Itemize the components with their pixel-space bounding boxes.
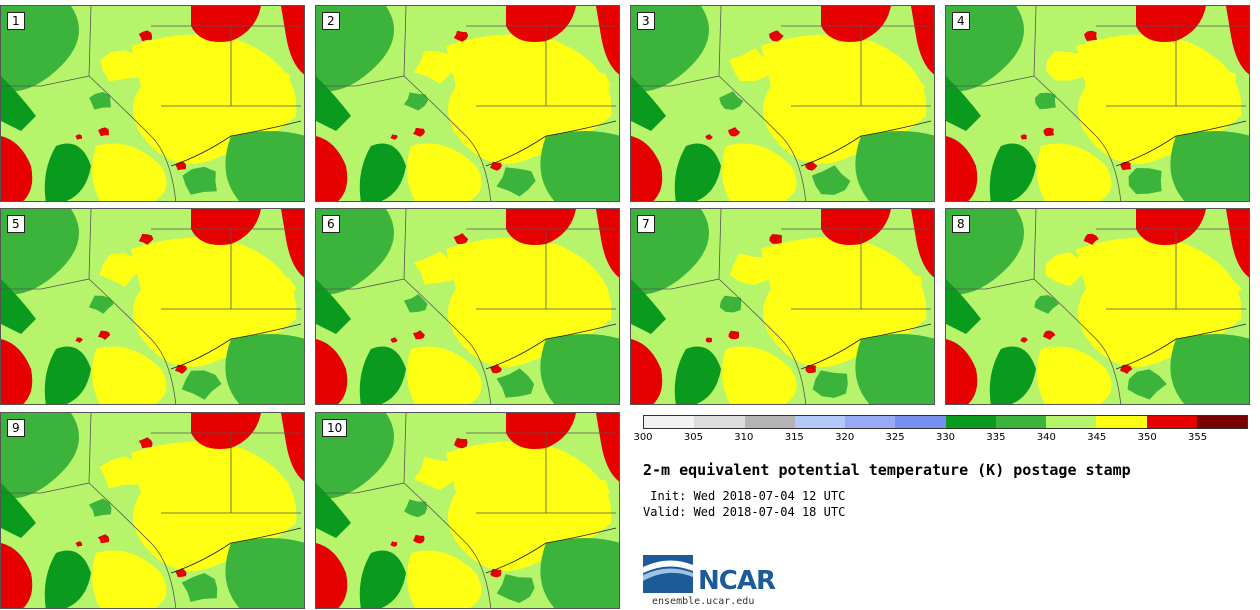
stamp-member-label: 10 [322,419,348,437]
site-url: ensemble.ucar.edu [652,596,755,607]
colorbar-tick-320: 320 [835,432,855,443]
colorbar-tick-340: 340 [1036,432,1056,443]
colorbar [643,415,1248,429]
postage-stamp-map-5: 5 [0,208,305,405]
valid-time: Valid: Wed 2018-07-04 18 UTC [643,505,846,519]
ncar-logo-text: NCAR [698,566,776,596]
colorbar-tick-355: 355 [1188,432,1208,443]
colorbar-swatch-11 [1196,416,1247,428]
stamp-member-label: 9 [7,419,25,437]
stamp-member-label: 6 [322,215,340,233]
colorbar-swatch-3 [794,416,845,428]
colorbar-swatch-8 [1046,416,1097,428]
colorbar-swatch-10 [1146,416,1197,428]
colorbar-tick-335: 335 [986,432,1006,443]
colorbar-tick-330: 330 [935,432,956,443]
colorbar-swatch-5 [895,416,946,428]
postage-stamp-map-6: 6 [315,208,620,405]
colorbar-swatch-1 [694,416,745,428]
postage-stamp-map-2: 2 [315,5,620,202]
stamp-member-label: 4 [952,12,970,30]
colorbar-tick-325: 325 [885,432,905,443]
colorbar-tick-350: 350 [1137,432,1157,443]
colorbar-tick-labels: 300 305 310 315 320 325 330 335 340 345 350 355 [633,432,1248,446]
colorbar-tick-345: 345 [1087,432,1107,443]
postage-stamp-map-4: 4 [945,5,1250,202]
stamp-member-label: 1 [7,12,25,30]
colorbar-tick-300: 300 [633,432,653,443]
stamp-member-label: 7 [637,215,655,233]
postage-stamp-map-1: 1 [0,5,305,202]
init-time: Init: Wed 2018-07-04 12 UTC [643,489,846,503]
colorbar-swatch-0 [644,416,695,428]
colorbar-swatch-2 [744,416,795,428]
postage-stamp-map-8: 8 [945,208,1250,405]
stamp-member-label: 3 [637,12,655,30]
colorbar-swatch-6 [945,416,996,428]
colorbar-tick-305: 305 [683,432,703,443]
postage-stamp-map-9: 9 [0,412,305,609]
stamp-member-label: 2 [322,12,340,30]
colorbar-swatch-7 [995,416,1046,428]
postage-stamp-map-7: 7 [630,208,935,405]
stamp-member-label: 5 [7,215,25,233]
stamp-member-label: 8 [952,215,970,233]
colorbar-swatch-9 [1096,416,1147,428]
postage-stamp-map-10: 10 [315,412,620,609]
postage-stamp-map-3: 3 [630,5,935,202]
colorbar-tick-310: 310 [734,432,754,443]
colorbar-tick-315: 315 [784,432,804,443]
plot-title: 2-m equivalent potential temperature (K)… [643,461,1131,479]
colorbar-swatch-4 [845,416,896,428]
ncar-logo-icon [643,555,693,593]
